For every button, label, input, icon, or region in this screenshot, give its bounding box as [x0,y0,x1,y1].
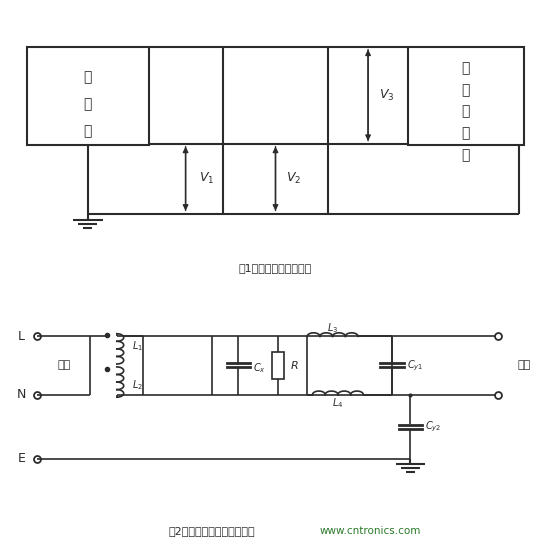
Text: 扰: 扰 [84,97,92,111]
Text: 图2电源滤波器的基本电路图: 图2电源滤波器的基本电路图 [169,526,255,536]
Text: $L_2$: $L_2$ [132,378,143,392]
Text: $L_4$: $L_4$ [332,396,344,410]
Bar [27,47,149,145]
Text: $C_{y1}$: $C_{y1}$ [407,358,423,373]
Bar [272,352,284,378]
Text: 扰: 扰 [462,105,470,118]
Text: $C_x$: $C_x$ [253,361,266,375]
Text: $L_1$: $L_1$ [132,339,143,353]
Text: E: E [18,452,25,465]
Text: 输入: 输入 [57,360,71,370]
Text: 备: 备 [462,149,470,162]
Text: $V_3$: $V_3$ [379,88,394,103]
Text: $V_1$: $V_1$ [199,171,214,186]
Text: $R$: $R$ [290,359,299,371]
Text: N: N [17,388,26,401]
Text: 被: 被 [462,61,470,75]
Text: $V_2$: $V_2$ [286,171,301,186]
Text: L: L [18,330,25,343]
Text: $C_{y2}$: $C_{y2}$ [425,419,441,434]
Text: 干: 干 [462,83,470,97]
Text: www.cntronics.com: www.cntronics.com [320,526,422,536]
Text: $L_3$: $L_3$ [327,321,338,335]
Text: 源: 源 [84,124,92,139]
Text: 图1电磁干扰信号示意图: 图1电磁干扰信号示意图 [239,263,312,273]
Text: 输出: 输出 [517,360,531,370]
Text: 干: 干 [84,70,92,84]
Text: 设: 设 [462,127,470,140]
Bar [408,47,524,145]
